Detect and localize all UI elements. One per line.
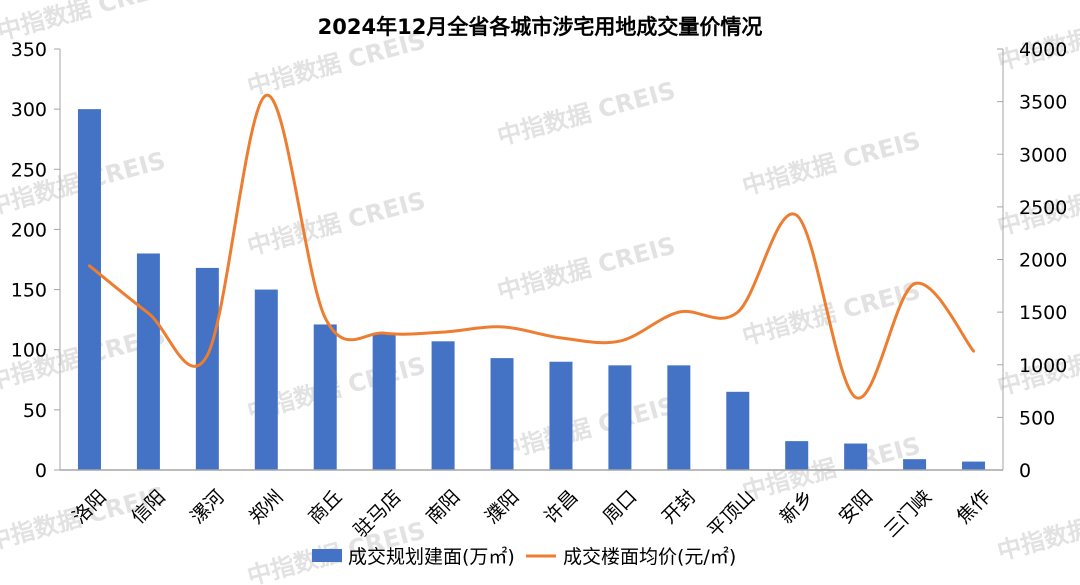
- category-label: 漯河: [186, 486, 228, 528]
- bar: [726, 391, 750, 470]
- line-series: [87, 93, 976, 400]
- legend-bar-label: 成交规划建面(万㎡): [348, 545, 515, 568]
- right-tick-label: 1500: [1019, 302, 1067, 324]
- legend: 成交规划建面(万㎡) 成交楼面均价(元/㎡): [312, 545, 736, 568]
- right-tick-label: 2500: [1019, 197, 1067, 219]
- category-label: 商丘: [304, 486, 346, 528]
- watermark-text: 中指数据 CREIS: [494, 391, 678, 465]
- left-tick-label: 250: [11, 159, 47, 181]
- bar: [549, 361, 573, 470]
- category-label: 开封: [658, 486, 700, 528]
- category-label: 许昌: [540, 486, 582, 528]
- category-label: 南阳: [422, 486, 464, 528]
- bar: [136, 253, 160, 470]
- x-axis: 洛阳 信阳 漯河 郑州 商丘 驻马店 南阳 濮阳 许昌 周口 开封 平顶山 新乡 安阳 三门峡 焦作: [60, 469, 1003, 542]
- watermark-text: 中指数据 CREIS: [494, 76, 678, 150]
- left-tick-label: 50: [23, 400, 47, 422]
- chart-title: 2024年12月全省各城市涉宅用地成交量价情况: [318, 15, 763, 39]
- left-tick-label: 100: [11, 340, 47, 362]
- category-label: 安阳: [835, 486, 877, 528]
- bar: [431, 341, 455, 470]
- category-label: 周口: [599, 486, 641, 528]
- right-tick-label: 500: [1019, 407, 1055, 429]
- bar: [77, 109, 101, 471]
- bar: [903, 459, 927, 470]
- category-label: 郑州: [245, 486, 287, 528]
- bar: [667, 365, 691, 470]
- right-tick-label: 3500: [1019, 92, 1067, 114]
- legend-line-label: 成交楼面均价(元/㎡): [563, 545, 736, 568]
- bar: [490, 358, 514, 470]
- category-label: 三门峡: [880, 486, 936, 542]
- right-tick-label: 4000: [1019, 39, 1067, 61]
- watermark-text: 中指数据 CREIS: [244, 186, 428, 260]
- right-tick-label: 0: [1019, 460, 1031, 482]
- bar: [313, 324, 337, 470]
- category-label: 平顶山: [703, 486, 759, 542]
- legend-bar-swatch: [312, 549, 342, 562]
- watermark-text: 中指数据 CREIS: [739, 126, 923, 200]
- right-tick-label: 2000: [1019, 250, 1067, 272]
- bar: [962, 461, 986, 470]
- bar: [608, 365, 632, 470]
- bar: [785, 441, 809, 470]
- bar: [844, 443, 868, 470]
- right-tick-label: 1000: [1019, 355, 1067, 377]
- right-tick-label: 3000: [1019, 144, 1067, 166]
- watermark-text: 中指数据 CREIS: [994, 491, 1080, 565]
- left-tick-label: 350: [11, 39, 47, 61]
- bar-series: [77, 109, 986, 471]
- category-label: 焦作: [953, 486, 995, 528]
- right-y-axis: 0 500 1000 1500 2000 2500 3000 3500 4000: [997, 39, 1067, 482]
- left-tick-label: 150: [11, 280, 47, 302]
- bar: [372, 334, 396, 470]
- left-y-axis: 0 50 100 150 200 250 300 350: [11, 39, 61, 482]
- watermark-text: 中指数据 CREIS: [494, 231, 678, 305]
- left-tick-label: 300: [11, 99, 47, 121]
- category-label: 濮阳: [481, 486, 523, 528]
- watermark-text: 中指数据 CREIS: [739, 431, 923, 505]
- bar: [254, 289, 278, 470]
- left-tick-label: 0: [35, 460, 47, 482]
- left-tick-label: 200: [11, 219, 47, 241]
- price-line: [87, 93, 976, 400]
- bar: [195, 267, 219, 470]
